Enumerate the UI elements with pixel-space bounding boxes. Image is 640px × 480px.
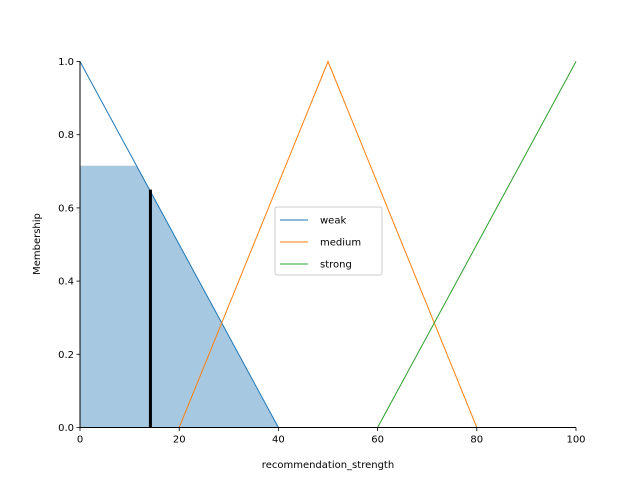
legend-entries: weak medium strong <box>280 216 361 271</box>
y-axis-label: Membership <box>32 213 43 275</box>
y-tick-label: 1.0 <box>58 57 74 68</box>
y-tick-label: 0.0 <box>58 423 74 434</box>
legend-box <box>274 206 383 276</box>
x-tick-label: 0 <box>77 435 83 446</box>
legend-label-strong: strong <box>320 260 352 271</box>
legend: weak medium strong <box>274 206 383 276</box>
y-tick-label: 0.6 <box>58 203 74 214</box>
y-ticks: 0.0 0.2 0.4 0.6 0.8 1.0 <box>58 57 80 434</box>
x-tick-label: 100 <box>566 435 585 446</box>
y-tick-label: 0.2 <box>58 350 74 361</box>
activation-area <box>80 165 279 428</box>
legend-label-medium: medium <box>320 238 361 249</box>
axes <box>79 61 576 428</box>
y-tick-label: 0.8 <box>58 130 74 141</box>
y-tick-label: 0.4 <box>58 277 74 288</box>
x-ticks: 0 20 40 60 80 100 <box>77 427 586 446</box>
x-tick-label: 20 <box>173 435 186 446</box>
x-tick-label: 40 <box>272 435 285 446</box>
activation-area-layer <box>80 165 279 428</box>
legend-label-weak: weak <box>320 216 346 227</box>
x-tick-label: 80 <box>470 435 483 446</box>
x-axis-label: recommendation_strength <box>262 460 394 471</box>
x-tick-label: 60 <box>371 435 384 446</box>
